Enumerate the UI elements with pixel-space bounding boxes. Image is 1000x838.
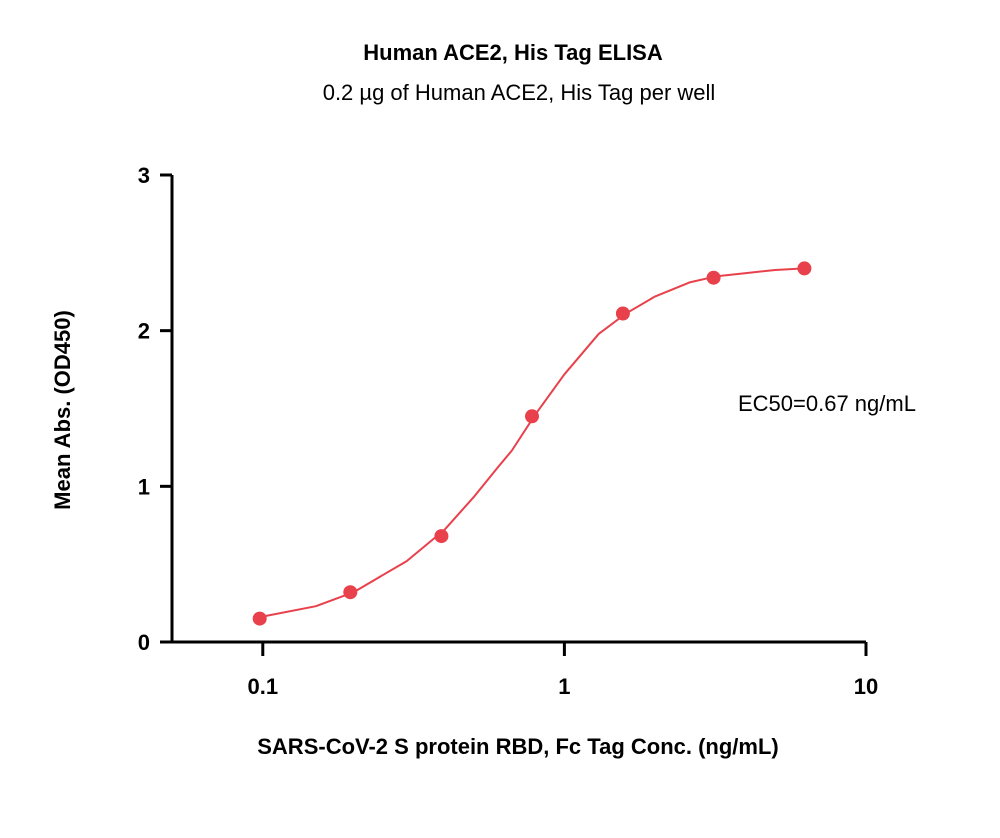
data-point: [434, 529, 449, 544]
ec50-annotation: EC50=0.67 ng/mL: [738, 391, 916, 416]
data-points-layer: [252, 261, 812, 626]
data-point: [343, 585, 358, 600]
x-tick-label: 1: [558, 674, 570, 699]
y-tick-label: 1: [138, 474, 150, 499]
chart-title: Human ACE2, His Tag ELISA: [363, 40, 663, 65]
fit-curve-layer: [259, 267, 805, 619]
x-tick-label: 10: [854, 674, 878, 699]
axes: [170, 175, 866, 644]
y-axis-label: Mean Abs. (OD450): [50, 310, 75, 510]
data-point: [252, 611, 267, 626]
y-tick-label: 0: [138, 630, 150, 655]
x-tick-label: 0.1: [247, 674, 278, 699]
data-point: [615, 306, 630, 321]
ticks: 0 1 2 3 0.1 1 10: [138, 163, 878, 699]
y-tick-label: 3: [138, 163, 150, 188]
fit-curve: [259, 267, 805, 619]
data-point: [797, 261, 812, 276]
data-point: [525, 409, 539, 424]
data-point: [706, 270, 721, 285]
chart-subtitle: 0.2 µg of Human ACE2, His Tag per well: [323, 80, 716, 105]
x-axis-label: SARS-CoV-2 S protein RBD, Fc Tag Conc. (…: [257, 734, 779, 759]
y-tick-label: 2: [138, 319, 150, 344]
